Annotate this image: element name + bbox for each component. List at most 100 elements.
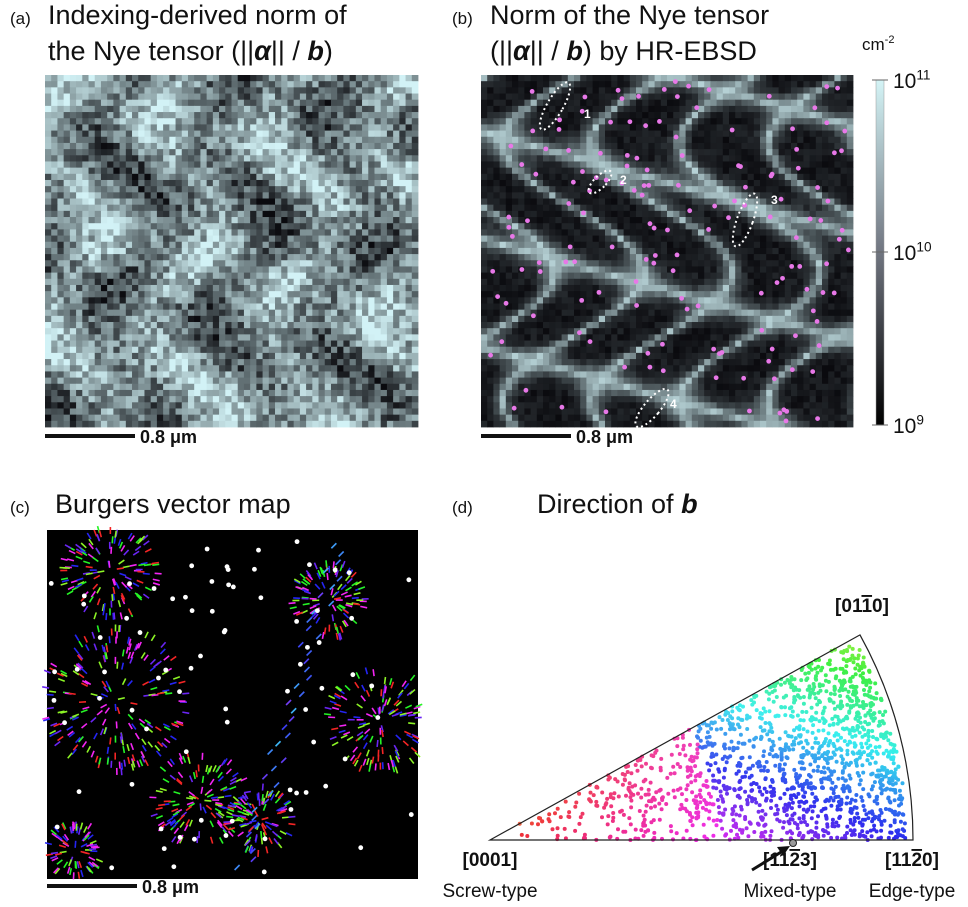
pixel bbox=[306, 408, 313, 415]
pixel bbox=[144, 353, 151, 360]
pixel bbox=[574, 94, 581, 101]
pixel bbox=[568, 112, 575, 119]
pixel bbox=[531, 199, 538, 206]
pixel bbox=[256, 223, 263, 230]
pixel bbox=[368, 303, 375, 310]
pixel bbox=[76, 390, 83, 397]
pixel bbox=[399, 310, 406, 317]
pixel bbox=[281, 390, 288, 397]
pixel bbox=[319, 378, 326, 385]
pixel bbox=[661, 149, 668, 156]
pixel bbox=[636, 137, 643, 144]
pixel bbox=[399, 347, 406, 354]
pixel bbox=[126, 285, 133, 292]
pixel bbox=[512, 211, 519, 218]
pixel bbox=[70, 322, 77, 329]
pixel bbox=[300, 359, 307, 366]
pixel bbox=[176, 174, 183, 181]
pixel bbox=[138, 254, 145, 261]
pixel bbox=[337, 334, 344, 341]
pixel bbox=[194, 316, 201, 323]
pixel bbox=[113, 94, 120, 101]
pixel bbox=[381, 75, 388, 82]
pixel bbox=[200, 236, 207, 243]
pixel bbox=[648, 192, 655, 199]
pixel bbox=[82, 248, 89, 255]
pixel bbox=[368, 87, 375, 94]
pixel bbox=[300, 124, 307, 131]
pixel bbox=[374, 322, 381, 329]
pixel bbox=[263, 118, 270, 125]
pixel bbox=[151, 186, 158, 193]
pixel bbox=[188, 223, 195, 230]
pixel bbox=[319, 186, 326, 193]
pixel bbox=[300, 402, 307, 409]
pixel bbox=[306, 100, 313, 107]
pixel bbox=[841, 161, 848, 168]
pixel bbox=[524, 211, 531, 218]
pixel bbox=[120, 137, 127, 144]
pixel bbox=[287, 421, 294, 428]
pixel bbox=[325, 205, 332, 212]
pixel bbox=[772, 75, 779, 82]
pixel bbox=[412, 174, 419, 181]
pixel bbox=[362, 353, 369, 360]
pixel bbox=[70, 297, 77, 304]
pixel bbox=[182, 100, 189, 107]
pixel bbox=[157, 266, 164, 273]
pixel bbox=[263, 168, 270, 175]
pixel bbox=[841, 75, 848, 82]
pixel bbox=[350, 75, 357, 82]
pixel bbox=[64, 359, 71, 366]
pixel bbox=[232, 106, 239, 113]
pixel bbox=[287, 334, 294, 341]
pixel bbox=[57, 180, 64, 187]
pixel bbox=[319, 236, 326, 243]
pixel bbox=[294, 378, 301, 385]
pixel bbox=[138, 236, 145, 243]
pixel bbox=[393, 316, 400, 323]
pixel bbox=[393, 149, 400, 156]
pixel bbox=[101, 149, 108, 156]
pixel bbox=[331, 161, 338, 168]
pixel bbox=[580, 155, 587, 162]
pixel bbox=[760, 155, 767, 162]
pixel bbox=[132, 236, 139, 243]
pixel bbox=[238, 316, 245, 323]
pixel bbox=[760, 174, 767, 181]
pixel bbox=[232, 118, 239, 125]
pixel bbox=[319, 303, 326, 310]
pixel bbox=[368, 353, 375, 360]
pixel bbox=[381, 236, 388, 243]
pixel bbox=[263, 303, 270, 310]
pixel bbox=[562, 131, 569, 138]
pixel bbox=[269, 402, 276, 409]
pixel bbox=[244, 402, 251, 409]
pixel bbox=[760, 168, 767, 175]
pixel bbox=[412, 112, 419, 119]
pixel bbox=[281, 87, 288, 94]
pixel bbox=[244, 94, 251, 101]
pixel bbox=[312, 124, 319, 131]
pixel bbox=[163, 254, 170, 261]
pixel bbox=[144, 118, 151, 125]
pixel bbox=[82, 106, 89, 113]
pixel bbox=[169, 415, 176, 422]
pixel bbox=[120, 149, 127, 156]
pixel bbox=[281, 168, 288, 175]
pixel bbox=[157, 396, 164, 403]
pixel bbox=[120, 229, 127, 236]
pixel bbox=[754, 131, 761, 138]
pixel bbox=[82, 161, 89, 168]
pixel bbox=[822, 137, 829, 144]
pixel bbox=[256, 112, 263, 119]
pixel bbox=[70, 279, 77, 286]
pixel bbox=[144, 248, 151, 255]
pixel bbox=[617, 205, 624, 212]
pixel bbox=[562, 112, 569, 119]
pixel bbox=[250, 242, 257, 249]
pixel bbox=[225, 155, 232, 162]
pixel bbox=[82, 322, 89, 329]
pixel bbox=[163, 94, 170, 101]
pixel bbox=[356, 149, 363, 156]
